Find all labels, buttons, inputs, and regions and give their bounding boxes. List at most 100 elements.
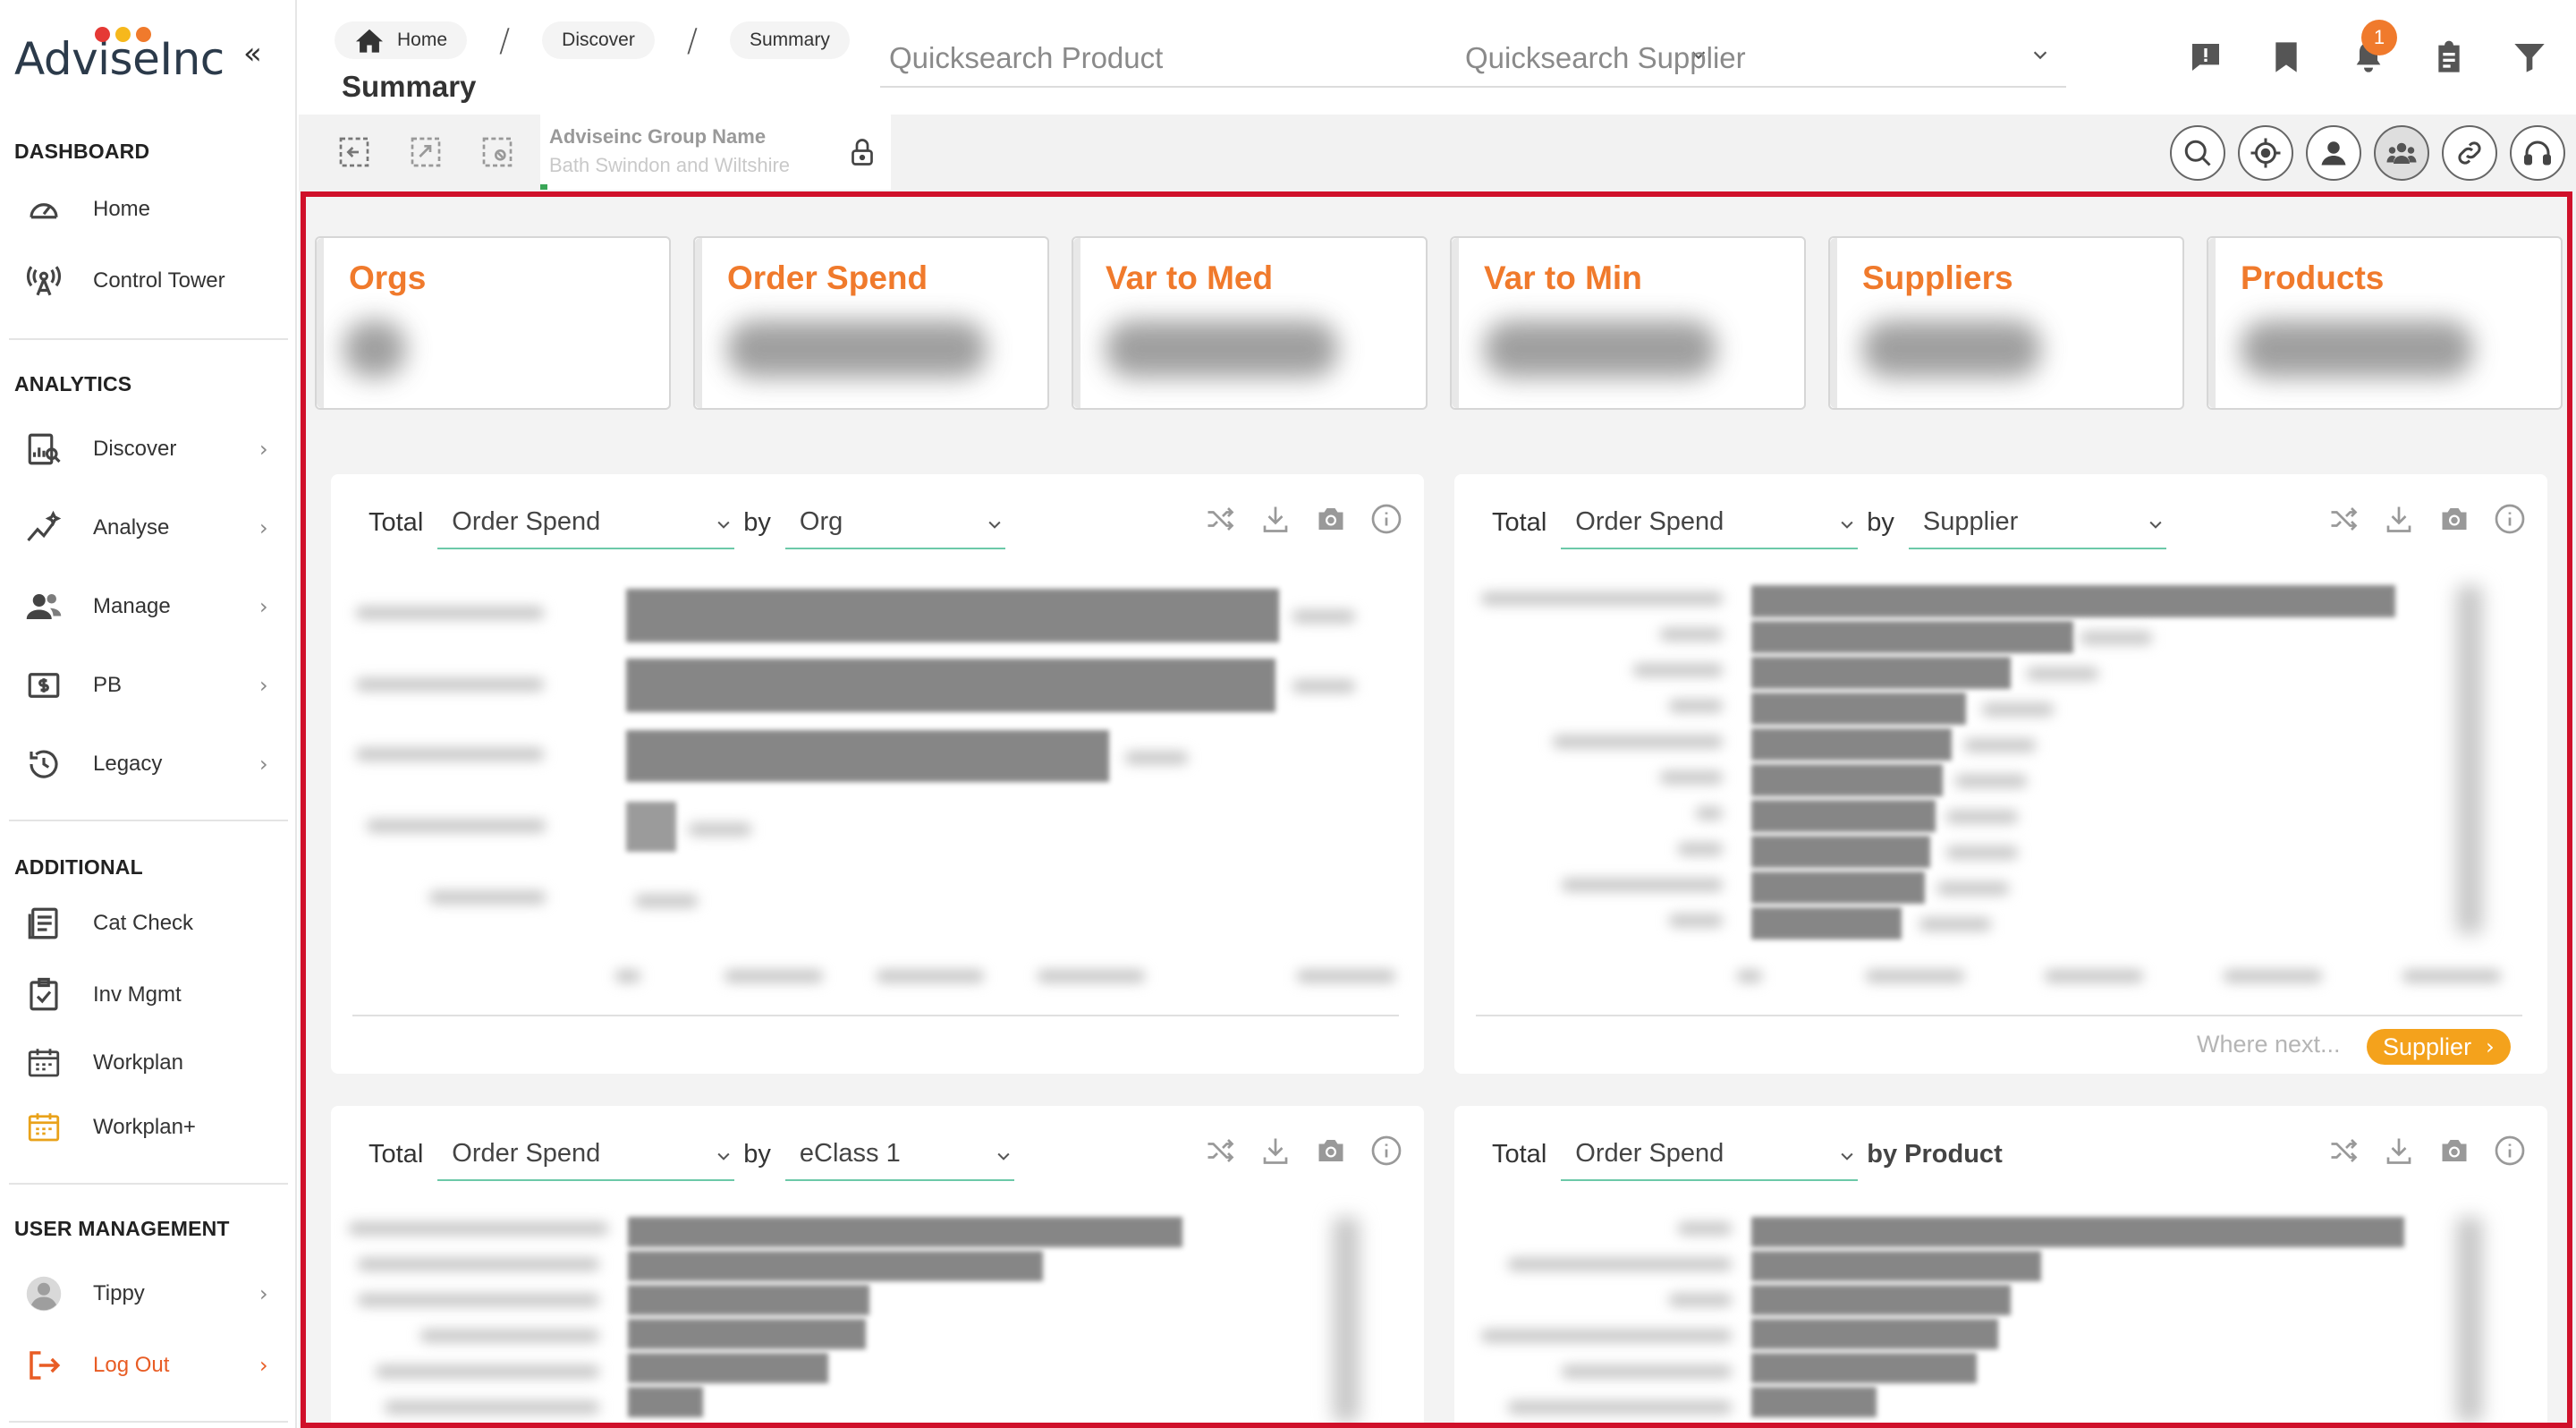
download-icon[interactable]: [2383, 503, 2415, 535]
metric-select[interactable]: Order Spend: [437, 1127, 735, 1181]
page-title: Summary: [342, 70, 477, 103]
shuffle-icon[interactable]: [1204, 503, 1236, 535]
locate-button[interactable]: [2238, 125, 2293, 181]
kpi-card-var-to-med[interactable]: Var to Med: [1072, 236, 1428, 410]
info-icon[interactable]: [1370, 1135, 1402, 1167]
info-icon[interactable]: [1370, 503, 1402, 535]
panel-header: Total Order Spend by Supplier: [1492, 496, 2175, 549]
sidebar-item-inv-mgmt[interactable]: Inv Mgmt: [0, 966, 284, 1024]
panel-tools: [1204, 503, 1402, 535]
download-icon[interactable]: [2383, 1135, 2415, 1167]
sidebar-item-cat-check[interactable]: Cat Check: [0, 895, 284, 952]
panel-order-spend-by-org: Total Order Spend by Org: [331, 474, 1424, 1074]
home-icon: [356, 29, 383, 53]
notification-bell-icon[interactable]: 1: [2347, 20, 2397, 79]
sidebar-item-tippy[interactable]: Tippy ›: [0, 1265, 284, 1322]
dimension-select-value: Supplier: [1922, 506, 2019, 536]
breadcrumb-separator: /: [686, 21, 698, 59]
lock-icon[interactable]: [846, 134, 878, 170]
brand-logo[interactable]: AdviseInc: [14, 27, 225, 86]
download-icon[interactable]: [1259, 503, 1292, 535]
kpi-card-order-spend[interactable]: Order Spend: [693, 236, 1049, 410]
info-icon[interactable]: [2494, 1135, 2526, 1167]
section-title-dashboard: DASHBOARD: [14, 140, 150, 163]
camera-icon[interactable]: [2438, 1135, 2470, 1167]
metric-select[interactable]: Order Spend: [437, 496, 735, 549]
quicksearch-product-select[interactable]: Quicksearch Product: [880, 30, 1724, 88]
info-icon[interactable]: [2494, 503, 2526, 535]
shuffle-icon[interactable]: [2327, 1135, 2360, 1167]
chevron-down-icon: [2149, 521, 2162, 529]
section-title-user-management: USER MANAGEMENT: [14, 1217, 230, 1240]
kpi-card-orgs[interactable]: Orgs: [315, 236, 671, 410]
group-name-field[interactable]: Adviseinc Group Name Bath Swindon and Wi…: [540, 115, 891, 190]
quicksearch-supplier-placeholder: Quicksearch Supplier: [1465, 41, 1746, 74]
sidebar-item-workplan-plus[interactable]: Workplan+: [0, 1099, 284, 1156]
kpi-value-blurred: [1484, 320, 1716, 378]
dimension-select[interactable]: Supplier: [1908, 496, 2166, 549]
link-button[interactable]: [2442, 125, 2497, 181]
breadcrumb-home[interactable]: Home: [335, 21, 468, 59]
metric-select-value: Order Spend: [452, 506, 601, 536]
sidebar-item-workplan[interactable]: Workplan: [0, 1034, 284, 1092]
kpi-title: Orgs: [349, 259, 427, 296]
select-area-clear-icon[interactable]: [478, 132, 517, 172]
sidebar-item-label: Home: [93, 197, 151, 221]
sidebar-item-label: Workplan: [93, 1050, 183, 1075]
sidebar-item-label: Tippy: [93, 1281, 145, 1305]
sidebar-item-legacy[interactable]: Legacy ›: [0, 735, 284, 793]
dimension-select[interactable]: eClass 1: [784, 1127, 1014, 1181]
kpi-card-suppliers[interactable]: Suppliers: [1828, 236, 2184, 410]
feedback-icon[interactable]: [2184, 36, 2227, 79]
clipboard-icon[interactable]: [2428, 36, 2470, 79]
brand-name: AdviseInc: [14, 33, 225, 85]
shuffle-icon[interactable]: [1204, 1135, 1236, 1167]
bookmark-icon[interactable]: [2265, 36, 2308, 79]
kpi-title: Var to Min: [1484, 259, 1642, 296]
panel-header: Total Order Spend by Org: [369, 496, 1014, 549]
search-button[interactable]: [2170, 125, 2225, 181]
metric-select[interactable]: Order Spend: [1561, 496, 1859, 549]
chevron-down-icon: [2033, 51, 2047, 60]
sidebar-item-control-tower[interactable]: Control Tower: [0, 252, 284, 310]
sidebar-item-label: PB: [93, 673, 123, 697]
sidebar-item-discover[interactable]: Discover ›: [0, 421, 284, 478]
catalogue-icon: [23, 903, 64, 944]
download-icon[interactable]: [1259, 1135, 1292, 1167]
chart-search-icon: [23, 429, 64, 470]
metric-select[interactable]: Order Spend: [1561, 1127, 1859, 1181]
camera-icon[interactable]: [1315, 1135, 1347, 1167]
dimension-select[interactable]: Org: [784, 496, 1005, 549]
breadcrumb-summary[interactable]: Summary: [730, 21, 850, 59]
shuffle-icon[interactable]: [2327, 503, 2360, 535]
users-icon: [23, 586, 64, 627]
sidebar-item-home[interactable]: Home: [0, 181, 284, 238]
group-button[interactable]: [2374, 125, 2429, 181]
sidebar-item-label: Control Tower: [93, 268, 225, 293]
user-icon: [2321, 141, 2346, 166]
select-area-back-icon[interactable]: [335, 132, 374, 172]
sidebar-item-analyse[interactable]: Analyse ›: [0, 499, 284, 557]
camera-icon[interactable]: [2438, 503, 2470, 535]
group-name-value: Bath Swindon and Wiltshire: [549, 154, 791, 176]
metric-select-value: Order Spend: [1575, 1138, 1724, 1168]
sidebar-item-logout[interactable]: Log Out ›: [0, 1337, 284, 1394]
chevron-right-icon: ›: [259, 515, 268, 540]
user-button[interactable]: [2306, 125, 2361, 181]
collapse-sidebar-button[interactable]: «: [243, 36, 262, 72]
kpi-card-var-to-min[interactable]: Var to Min: [1450, 236, 1806, 410]
top-header: Home / Discover / Summary Summary Quicks…: [299, 0, 2576, 190]
kpi-card-products[interactable]: Products: [2207, 236, 2563, 410]
quicksearch-supplier-select[interactable]: Quicksearch Supplier: [1456, 30, 2066, 88]
where-next-supplier-button[interactable]: Supplier ›: [2367, 1029, 2511, 1065]
sidebar-item-pb[interactable]: PB ›: [0, 657, 284, 714]
breadcrumb-discover[interactable]: Discover: [542, 21, 655, 59]
clipboard-check-icon: [23, 974, 64, 1016]
filter-icon[interactable]: [2508, 36, 2551, 79]
support-button[interactable]: [2510, 125, 2565, 181]
sidebar: AdviseInc « DASHBOARD Home Control Tower…: [0, 0, 297, 1428]
where-next-label: Where next...: [2197, 1031, 2341, 1058]
sidebar-item-manage[interactable]: Manage ›: [0, 578, 284, 635]
select-area-share-icon[interactable]: [406, 132, 445, 172]
camera-icon[interactable]: [1315, 503, 1347, 535]
